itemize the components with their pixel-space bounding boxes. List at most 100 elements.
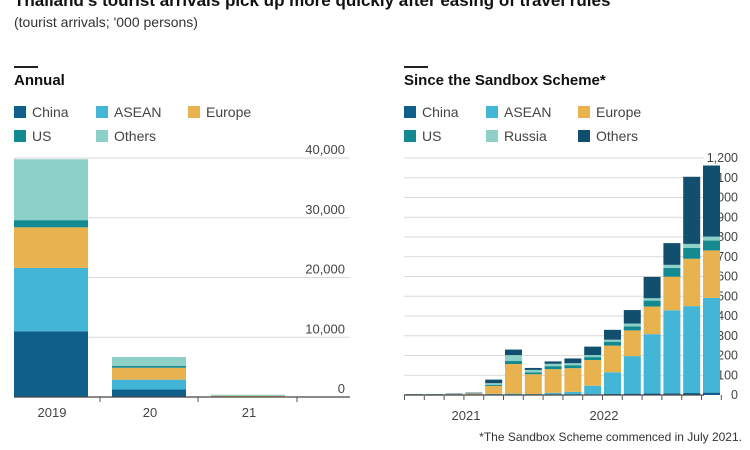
bar-segment-china	[643, 393, 661, 395]
bar-segment-russia	[663, 264, 681, 268]
bar-segment-europe	[703, 250, 720, 298]
bar-segment-asean	[505, 393, 522, 395]
bar-segment-russia	[584, 355, 602, 358]
legend-swatch	[578, 130, 590, 142]
x-tick-label: 21	[242, 405, 256, 420]
legend-swatch	[96, 130, 108, 142]
y-tick-label: 40,000	[305, 142, 345, 157]
bar-segment-others	[465, 392, 483, 394]
bar-segment-others	[485, 379, 503, 384]
bar-segment-europe	[564, 368, 582, 392]
legend-item-europe: Europe	[188, 104, 251, 120]
legend-swatch	[188, 106, 200, 118]
bar-segment-asean	[485, 393, 503, 395]
bar-segment-asean	[643, 334, 661, 394]
bar-segment-russia	[703, 236, 720, 241]
bar-segment-china	[703, 392, 720, 395]
x-group-label: 2021	[452, 408, 481, 423]
bar-segment-russia	[623, 323, 641, 327]
legend-swatch	[578, 106, 590, 118]
chart-subtitle: (tourist arrivals; '000 persons)	[14, 14, 198, 30]
bar-segment-russia	[683, 243, 701, 248]
bar-segment-europe	[683, 258, 701, 307]
legend-swatch	[14, 130, 26, 142]
bar-segment-asean	[544, 392, 562, 395]
bar-segment-europe	[112, 367, 186, 380]
legend-label: Others	[114, 128, 157, 144]
legend-swatch	[486, 106, 498, 118]
legend-label: ASEAN	[114, 104, 162, 120]
bar-segment-europe	[623, 330, 641, 357]
x-tick-label: 20	[143, 405, 157, 420]
y-tick-label: 700	[717, 250, 738, 264]
bar-segment-us	[112, 365, 186, 368]
bar-segment-others	[524, 367, 542, 370]
legend-swatch	[486, 130, 498, 142]
bar-segment-others	[112, 356, 186, 366]
bar-segment-us	[604, 341, 621, 346]
bar-segment-europe	[643, 306, 661, 335]
legend-swatch	[14, 106, 26, 118]
bar-segment-us	[643, 300, 661, 307]
panel-title-sandbox: Since the Sandbox Scheme*	[404, 72, 606, 89]
bar-segment-russia	[643, 298, 661, 301]
bar-segment-asean	[14, 267, 88, 332]
bar-segment-russia	[604, 339, 621, 342]
bar-segment-europe	[663, 276, 681, 311]
bar-segment-russia	[485, 383, 503, 385]
y-tick-label: 800	[717, 230, 738, 244]
bar-segment-china	[112, 389, 186, 397]
y-tick-label: 400	[717, 309, 738, 323]
legend-item-europe: Europe	[578, 104, 641, 120]
bar-segment-others	[584, 346, 602, 356]
panel-title-annual: Annual	[14, 72, 65, 89]
bar-segment-us	[683, 247, 701, 259]
bar-segment-europe	[211, 395, 285, 397]
bar-segment-asean	[623, 356, 641, 394]
bar-segment-asean	[604, 372, 621, 395]
bar-segment-others	[211, 394, 285, 396]
legend-label: ASEAN	[504, 104, 552, 120]
y-tick-label: 20,000	[305, 262, 345, 277]
legend-swatch	[404, 106, 416, 118]
bar-segment-asean	[663, 310, 681, 394]
bar-segment-us	[564, 365, 582, 369]
bar-segment-us	[663, 267, 681, 277]
bar-segment-europe	[14, 227, 88, 268]
bar-segment-china	[683, 393, 701, 395]
bar-segment-us	[14, 220, 88, 228]
legend-label: US	[422, 128, 442, 144]
bar-segment-europe	[544, 369, 562, 393]
bar-segment-europe	[604, 345, 621, 373]
legend-item-us: US	[14, 128, 51, 144]
x-group-label: 2022	[590, 408, 619, 423]
legend-label: Others	[596, 128, 639, 144]
bar-segment-asean	[683, 306, 701, 394]
bar-segment-europe	[465, 393, 483, 395]
bar-segment-others	[643, 276, 661, 299]
bar-segment-europe	[485, 385, 503, 394]
legend-item-russia: Russia	[486, 128, 547, 144]
bar-segment-us	[584, 357, 602, 361]
bar-segment-russia	[505, 355, 522, 362]
bar-segment-china	[623, 393, 641, 395]
y-tick-label: 600	[717, 270, 738, 284]
bar-segment-others	[564, 358, 582, 364]
bar-segment-others	[604, 329, 621, 340]
bar-segment-china	[663, 393, 681, 395]
y-tick-label: 300	[717, 329, 738, 343]
bar-segment-us	[703, 240, 720, 251]
bar-segment-asean	[112, 379, 186, 390]
y-tick-label: 500	[717, 289, 738, 303]
y-tick-label: 200	[717, 349, 738, 363]
y-tick-label: 30,000	[305, 202, 345, 217]
legend-swatch	[96, 106, 108, 118]
legend-item-others: Others	[96, 128, 156, 144]
bar-segment-others	[505, 349, 522, 356]
bar-segment-others	[703, 165, 720, 237]
bar-segment-europe	[505, 363, 522, 394]
legend-label: US	[32, 128, 52, 144]
bar-segment-russia	[524, 369, 542, 373]
legend-item-china: China	[14, 104, 69, 120]
